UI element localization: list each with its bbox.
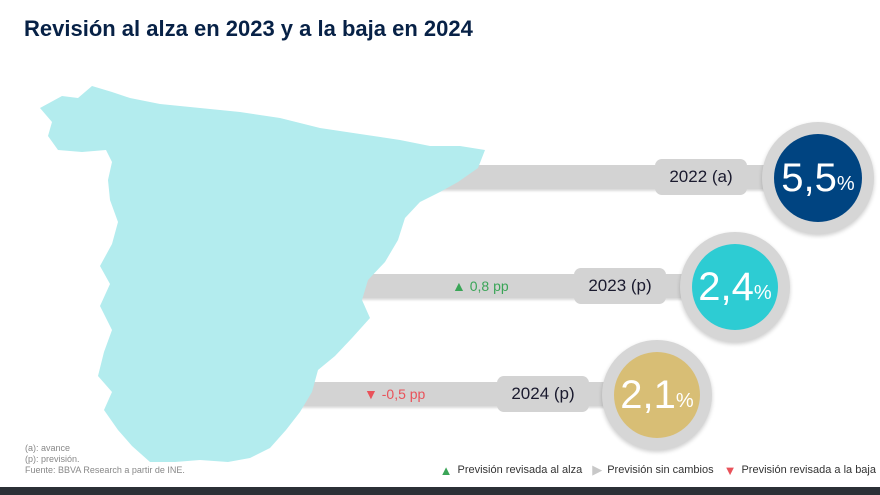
triangle-right-icon: ▶ (592, 462, 603, 477)
footer-bar (0, 487, 880, 495)
year-label-2023: 2023 (p) (574, 268, 666, 304)
footnotes: (a): avance (p): previsión. Fuente: BBVA… (25, 443, 185, 475)
triangle-up-icon: ▲ (452, 278, 466, 294)
delta-2023: ▲ 0,8 pp (452, 278, 509, 294)
value-circle-2024: 2,1% (602, 340, 712, 450)
year-label-2024: 2024 (p) (497, 376, 589, 412)
value-circle-2022: 5,5% (762, 122, 874, 234)
legend: ▲ Previsión revisada al alza ▶ Previsión s… (440, 462, 876, 478)
legend-item-down: ▼ Previsión revisada a la baja (723, 462, 876, 478)
triangle-up-icon: ▲ (439, 462, 453, 478)
year-label-2022: 2022 (a) (655, 159, 747, 195)
triangle-down-icon: ▼ (364, 386, 378, 402)
delta-2024: ▼ -0,5 pp (364, 386, 426, 402)
legend-item-up: ▲ Previsión revisada al alza (439, 462, 583, 478)
value-circle-2023: 2,4% (680, 232, 790, 342)
legend-item-unchanged: ▶ Previsión sin cambios (592, 462, 714, 477)
triangle-down-icon: ▼ (723, 462, 737, 478)
page-title: Revisión al alza en 2023 y a la baja en … (24, 16, 473, 41)
